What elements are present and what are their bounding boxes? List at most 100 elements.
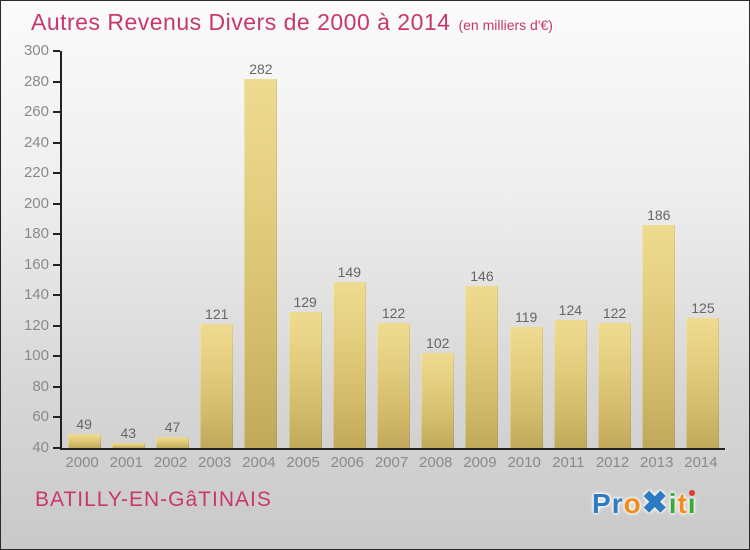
y-tick	[53, 172, 60, 175]
y-tick-label: 100	[23, 347, 49, 365]
bar-value-label: 146	[470, 268, 494, 285]
bar-2002	[156, 437, 189, 448]
logo-letter-dot	[689, 490, 696, 496]
bar-slot-2002: 47	[150, 51, 194, 448]
bar-value-label: 186	[647, 207, 671, 224]
bar-2007	[377, 322, 411, 448]
y-tick-label: 40	[32, 439, 49, 456]
bar-value-label: 124	[558, 301, 583, 318]
x-tick-label-2009: 2009	[463, 454, 497, 471]
y-tick	[53, 416, 60, 419]
bar-value-label: 43	[120, 425, 137, 442]
y-tick-label: 300	[23, 42, 49, 59]
plot-area: 40 60 80 100 120 140 160 180 200 220 240 260 280 300 4…	[24, 42, 725, 456]
y-tick	[53, 50, 60, 52]
bar-slot-2000: 49	[62, 51, 106, 448]
chart-title: Autres Revenus Divers de 2000 à 2014	[31, 9, 451, 35]
bar-value-label: 122	[602, 304, 627, 321]
bar-slot-2011: 124	[548, 51, 592, 448]
bar-value-label: 129	[293, 294, 317, 311]
x-tick-label-2001: 2001	[109, 454, 143, 471]
logo-letter: P	[592, 488, 612, 519]
bar-2009	[465, 286, 499, 448]
bar-slot-2007: 122	[371, 51, 415, 448]
y-tick-label: 260	[23, 103, 49, 121]
logo-letter: r	[611, 488, 624, 519]
bar-value-label: 47	[164, 419, 181, 436]
bar-2006	[332, 281, 366, 448]
bar-slot-2005: 129	[283, 51, 327, 448]
title-row: Autres Revenus Divers de 2000 à 2014 (en …	[31, 9, 553, 36]
bar-2014	[686, 318, 720, 448]
y-tick-label: 220	[23, 164, 49, 182]
x-tick-label-2008: 2008	[419, 454, 453, 471]
chart-subtitle: (en milliers d'€)	[458, 17, 553, 33]
bar-2003	[200, 324, 234, 448]
y-tick	[53, 294, 60, 297]
y-tick-label: 280	[23, 72, 49, 90]
y-tick-label: 60	[32, 408, 49, 426]
bar-slot-2013: 186	[637, 51, 681, 448]
bar-2012	[598, 322, 632, 448]
y-tick	[53, 324, 60, 327]
bar-slot-2014: 125	[681, 51, 725, 448]
x-tick-label-2012: 2012	[595, 454, 630, 471]
x-tick-label-2011: 2011	[552, 454, 585, 471]
bar-2001	[111, 443, 145, 448]
bar-value-label: 282	[249, 60, 273, 77]
bar-2005	[288, 312, 322, 448]
bar-value-label: 125	[691, 300, 715, 317]
bar-value-label: 122	[381, 304, 406, 321]
y-tick	[53, 355, 60, 358]
y-tick-label: 180	[23, 225, 49, 243]
y-tick-label: 80	[32, 377, 49, 395]
bar-slot-2006: 149	[327, 51, 371, 448]
proxiti-logo: Pro✖itı	[592, 485, 697, 521]
logo-letter: i	[668, 488, 678, 519]
x-tick-label-2004: 2004	[242, 454, 276, 471]
y-tick-label: 140	[23, 286, 49, 304]
bar-value-label: 49	[76, 416, 92, 433]
bar-slot-2010: 119	[504, 51, 548, 448]
y-tick-label: 160	[23, 255, 49, 273]
bar-2000	[67, 434, 101, 448]
commune-name: BATILLY-EN-GâTINAIS	[35, 488, 272, 511]
x-tick-label-2005: 2005	[286, 454, 320, 471]
bar-slot-2008: 102	[416, 51, 460, 448]
x-axis-labels: 2000 2001 2002 2003 2004 2005 2006 2007 2008 2009…	[60, 454, 723, 471]
bar-value-label: 119	[514, 309, 538, 326]
x-tick-label-2003: 2003	[198, 454, 232, 471]
bar-value-label: 102	[426, 335, 450, 352]
y-tick	[53, 202, 60, 205]
logo-letter: ✖	[641, 485, 669, 520]
x-tick-label-2002: 2002	[153, 454, 188, 471]
y-tick	[53, 263, 60, 266]
bar-slot-2009: 146	[460, 51, 504, 448]
y-tick	[53, 447, 60, 449]
y-tick	[53, 111, 60, 114]
bar-2013	[642, 225, 676, 448]
y-tick	[53, 233, 60, 236]
logo-letter: o	[623, 488, 642, 519]
logo-letter: t	[677, 488, 688, 519]
y-tick	[53, 385, 60, 388]
y-tick-label: 240	[23, 133, 49, 151]
y-tick-label: 120	[23, 316, 49, 334]
bar-slot-2012: 122	[592, 51, 636, 448]
bar-value-label: 149	[337, 263, 361, 280]
bar-slot-2001: 43	[106, 51, 150, 448]
x-tick-label-2000: 2000	[65, 454, 99, 471]
y-tick	[53, 141, 60, 144]
bar-2010	[509, 327, 543, 448]
x-tick-label-2006: 2006	[330, 454, 364, 471]
y-tick	[53, 80, 60, 83]
bar-2004	[244, 78, 278, 448]
bar-slot-2003: 121	[195, 51, 239, 448]
x-tick-label-2007: 2007	[374, 454, 409, 471]
bar-slot-2004: 282	[239, 51, 283, 448]
bar-2008	[421, 353, 455, 448]
bars-container: 49 43 47 121 282 129 149 122 102 146 119 124 122 186 1…	[62, 51, 725, 448]
x-tick-label-2010: 2010	[507, 454, 541, 471]
y-tick-label: 200	[23, 194, 49, 212]
